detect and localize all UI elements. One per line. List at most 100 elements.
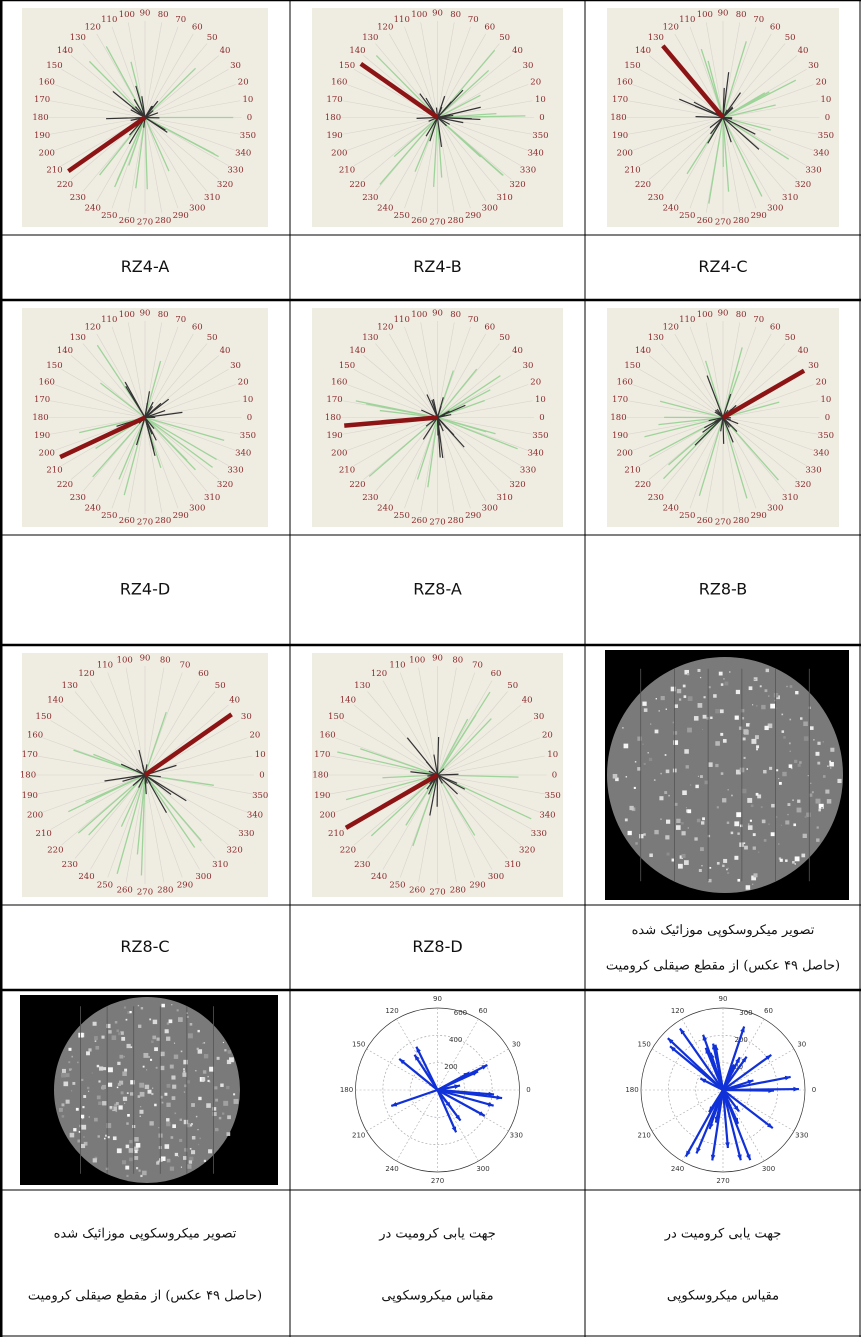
rose-black-ray [722, 72, 730, 118]
rose-angle-label: 330 [520, 465, 536, 475]
rose-spoke [437, 417, 487, 502]
micrograph-grain [207, 1075, 209, 1078]
micrograph-grain [744, 845, 748, 850]
rose-spoke [388, 333, 438, 418]
micrograph-grain [223, 1100, 229, 1106]
rose-spoke [660, 417, 724, 492]
rose-angle-label: 50 [499, 33, 510, 43]
polar-arrow [436, 1089, 458, 1133]
caption-line: تصویر میکروسکوپی موزائیک شده [632, 923, 815, 938]
micrograph-grain [71, 1090, 73, 1092]
rose-spoke [722, 322, 741, 418]
micrograph-grain [722, 864, 725, 868]
micrograph-grain [660, 818, 662, 820]
rose-angle-label: 60 [192, 323, 203, 333]
micrograph-grain [94, 1117, 98, 1122]
rose-green-ray [144, 417, 188, 461]
micrograph-grain [681, 831, 686, 836]
micrograph-grain [815, 751, 820, 756]
rose-spoke [437, 774, 533, 830]
micrograph-grain [696, 818, 701, 823]
rose-black-ray [429, 117, 439, 142]
rose-green-ray [368, 417, 438, 477]
micrograph-grain [160, 1095, 163, 1099]
micrograph-grain [99, 1066, 104, 1071]
rose-angle-label: 140 [635, 346, 651, 356]
micrograph-grain [700, 847, 704, 852]
micrograph-grain [107, 1136, 110, 1139]
rose-angle-label: 80 [160, 655, 171, 665]
rose-angle-label: 110 [389, 661, 405, 671]
rose-spoke [632, 84, 724, 118]
rose-angle-label: 40 [798, 46, 809, 56]
polar-arrow [667, 1037, 724, 1091]
rose-angle-label: 60 [484, 23, 495, 33]
rose-green-ray [722, 116, 790, 160]
rose-angle-label: 280 [448, 216, 464, 226]
micrograph-grain [160, 1054, 163, 1057]
micrograph-grain [63, 1081, 69, 1087]
micrograph-grain [88, 1048, 92, 1052]
rose-green-ray [405, 774, 439, 826]
micrograph-grain [98, 1080, 101, 1083]
micrograph-grain [722, 798, 727, 803]
micrograph-grain [126, 1043, 131, 1049]
micrograph-grain [713, 694, 717, 698]
micrograph-grain [126, 1122, 129, 1125]
rose-angle-label: 120 [663, 23, 679, 33]
micrograph-grain [751, 883, 754, 886]
micrograph-grain [101, 1084, 106, 1090]
rose-spoke [399, 672, 438, 776]
rose-spoke [722, 117, 814, 151]
rose-green-ray [668, 417, 724, 466]
rose-angle-label: 160 [331, 377, 347, 387]
rose-angle-label: 0 [539, 413, 544, 423]
micrograph-grain [765, 668, 770, 673]
rose-angle-label: 270 [137, 218, 153, 228]
micrograph-grain [701, 865, 703, 867]
micrograph-grain [695, 784, 699, 789]
rose-black-ray [437, 768, 445, 776]
rose-spoke [74, 774, 146, 859]
rose-spoke [54, 84, 146, 118]
rose-angle-label: 100 [119, 310, 135, 320]
rose-spoke [144, 117, 194, 202]
polar-arrow-head [445, 1101, 451, 1108]
micrograph-grain [107, 1082, 113, 1087]
polar-radial-label: 200 [734, 1036, 747, 1044]
micrograph-grain [818, 803, 824, 809]
rose-angle-label: 230 [70, 493, 86, 503]
rose-spoke [437, 774, 545, 795]
micrograph-grain [233, 1093, 236, 1096]
rose-angle-label: 350 [532, 431, 548, 441]
rose-black-ray [722, 117, 760, 150]
polar-arrow-head [454, 1084, 461, 1089]
rose-green-ray [136, 774, 146, 855]
micrograph-grain [156, 1037, 160, 1041]
micrograph-grain [137, 1004, 140, 1007]
micrograph-grain [86, 1051, 90, 1056]
rose-black-ray [694, 417, 724, 446]
rose-angle-label: 140 [340, 695, 356, 705]
rose-angle-label: 180 [325, 113, 341, 123]
micrograph-grain [122, 1096, 128, 1101]
rose-spoke [111, 26, 146, 118]
rose-spoke [437, 117, 487, 202]
micrograph-grain [708, 878, 712, 883]
micrograph-grain [794, 863, 796, 865]
micrograph-grain [806, 812, 811, 818]
rose-spoke [632, 384, 724, 418]
rose-angle-label: 70 [468, 315, 479, 325]
rose-angle-label: 300 [482, 503, 498, 513]
polar-angle-label: 150 [352, 1041, 365, 1049]
micrograph-grain [92, 1158, 97, 1163]
micrograph-grain [807, 775, 809, 777]
polar-arrow-head [463, 1072, 470, 1078]
micrograph-grain [803, 736, 809, 741]
micrograph-grain [822, 775, 826, 778]
rose-spoke [334, 774, 438, 813]
rose-spoke [144, 84, 236, 118]
polar-arrow-head [784, 1075, 791, 1081]
rose-black-ray [436, 117, 443, 148]
rose-black-ray [144, 774, 148, 784]
